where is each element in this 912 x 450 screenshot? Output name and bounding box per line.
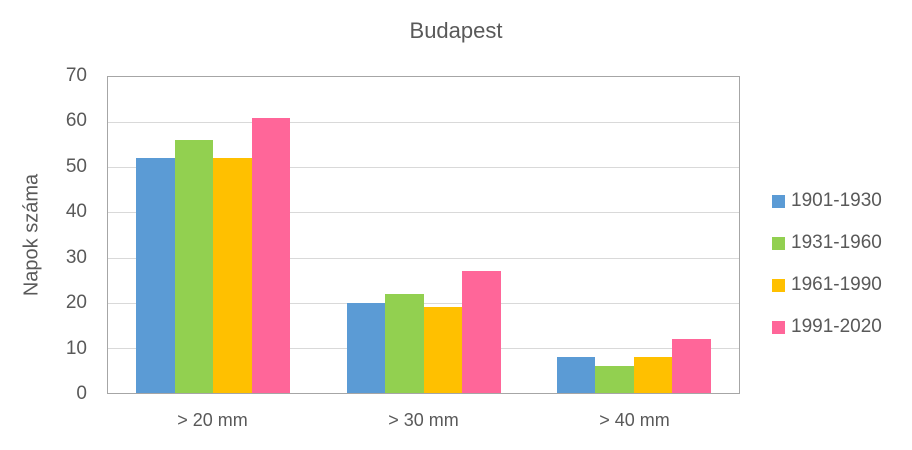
legend-label: 1991-2020 [791,316,882,337]
gridline [108,212,739,214]
legend-item: 1901-1930 [772,180,882,222]
y-tick: 40 [65,201,87,223]
bar [251,117,291,393]
gridline [108,257,739,259]
y-tick: 20 [65,292,87,314]
gridline [108,122,739,124]
legend: 1901-1930 1931-1960 1961-1990 1991-2020 [772,180,882,348]
bar [346,302,385,393]
gridline [108,167,739,169]
y-tick: 30 [65,246,87,268]
legend-label: 1961-1990 [791,274,882,295]
y-tick: 10 [65,337,87,359]
legend-swatch [772,236,785,250]
x-tick: > 40 mm [599,410,670,430]
bar [462,271,501,393]
legend-item: 1961-1990 [772,264,882,306]
y-tick: 50 [65,155,87,177]
y-axis-label: Napok száma [20,173,43,297]
plot-area [107,76,740,394]
bar [423,307,462,393]
legend-item: 1991-2020 [772,306,882,348]
x-axis-labels: > 20 mm > 30 mm > 40 mm [107,410,740,440]
y-tick: 70 [65,65,87,86]
legend-label: 1931-1960 [791,232,882,253]
legend-swatch [772,278,785,292]
bar [595,365,634,393]
y-axis-ticks: 0 10 20 30 40 50 60 70 [45,65,87,404]
x-tick: > 30 mm [388,410,459,430]
y-tick: 0 [76,383,87,404]
bar [136,158,175,393]
bar [213,158,252,393]
legend-item: 1931-1960 [772,222,882,264]
bar [672,338,711,393]
bar [385,293,424,393]
gridline [108,302,739,304]
bar [556,356,596,393]
legend-label: 1901-1930 [791,190,882,211]
bar [174,140,214,393]
chart-title: Budapest [409,18,503,43]
legend-swatch [772,194,785,208]
y-tick: 60 [65,110,87,132]
x-tick: > 20 mm [177,410,248,430]
legend-swatch [772,320,785,334]
bar [633,356,673,393]
